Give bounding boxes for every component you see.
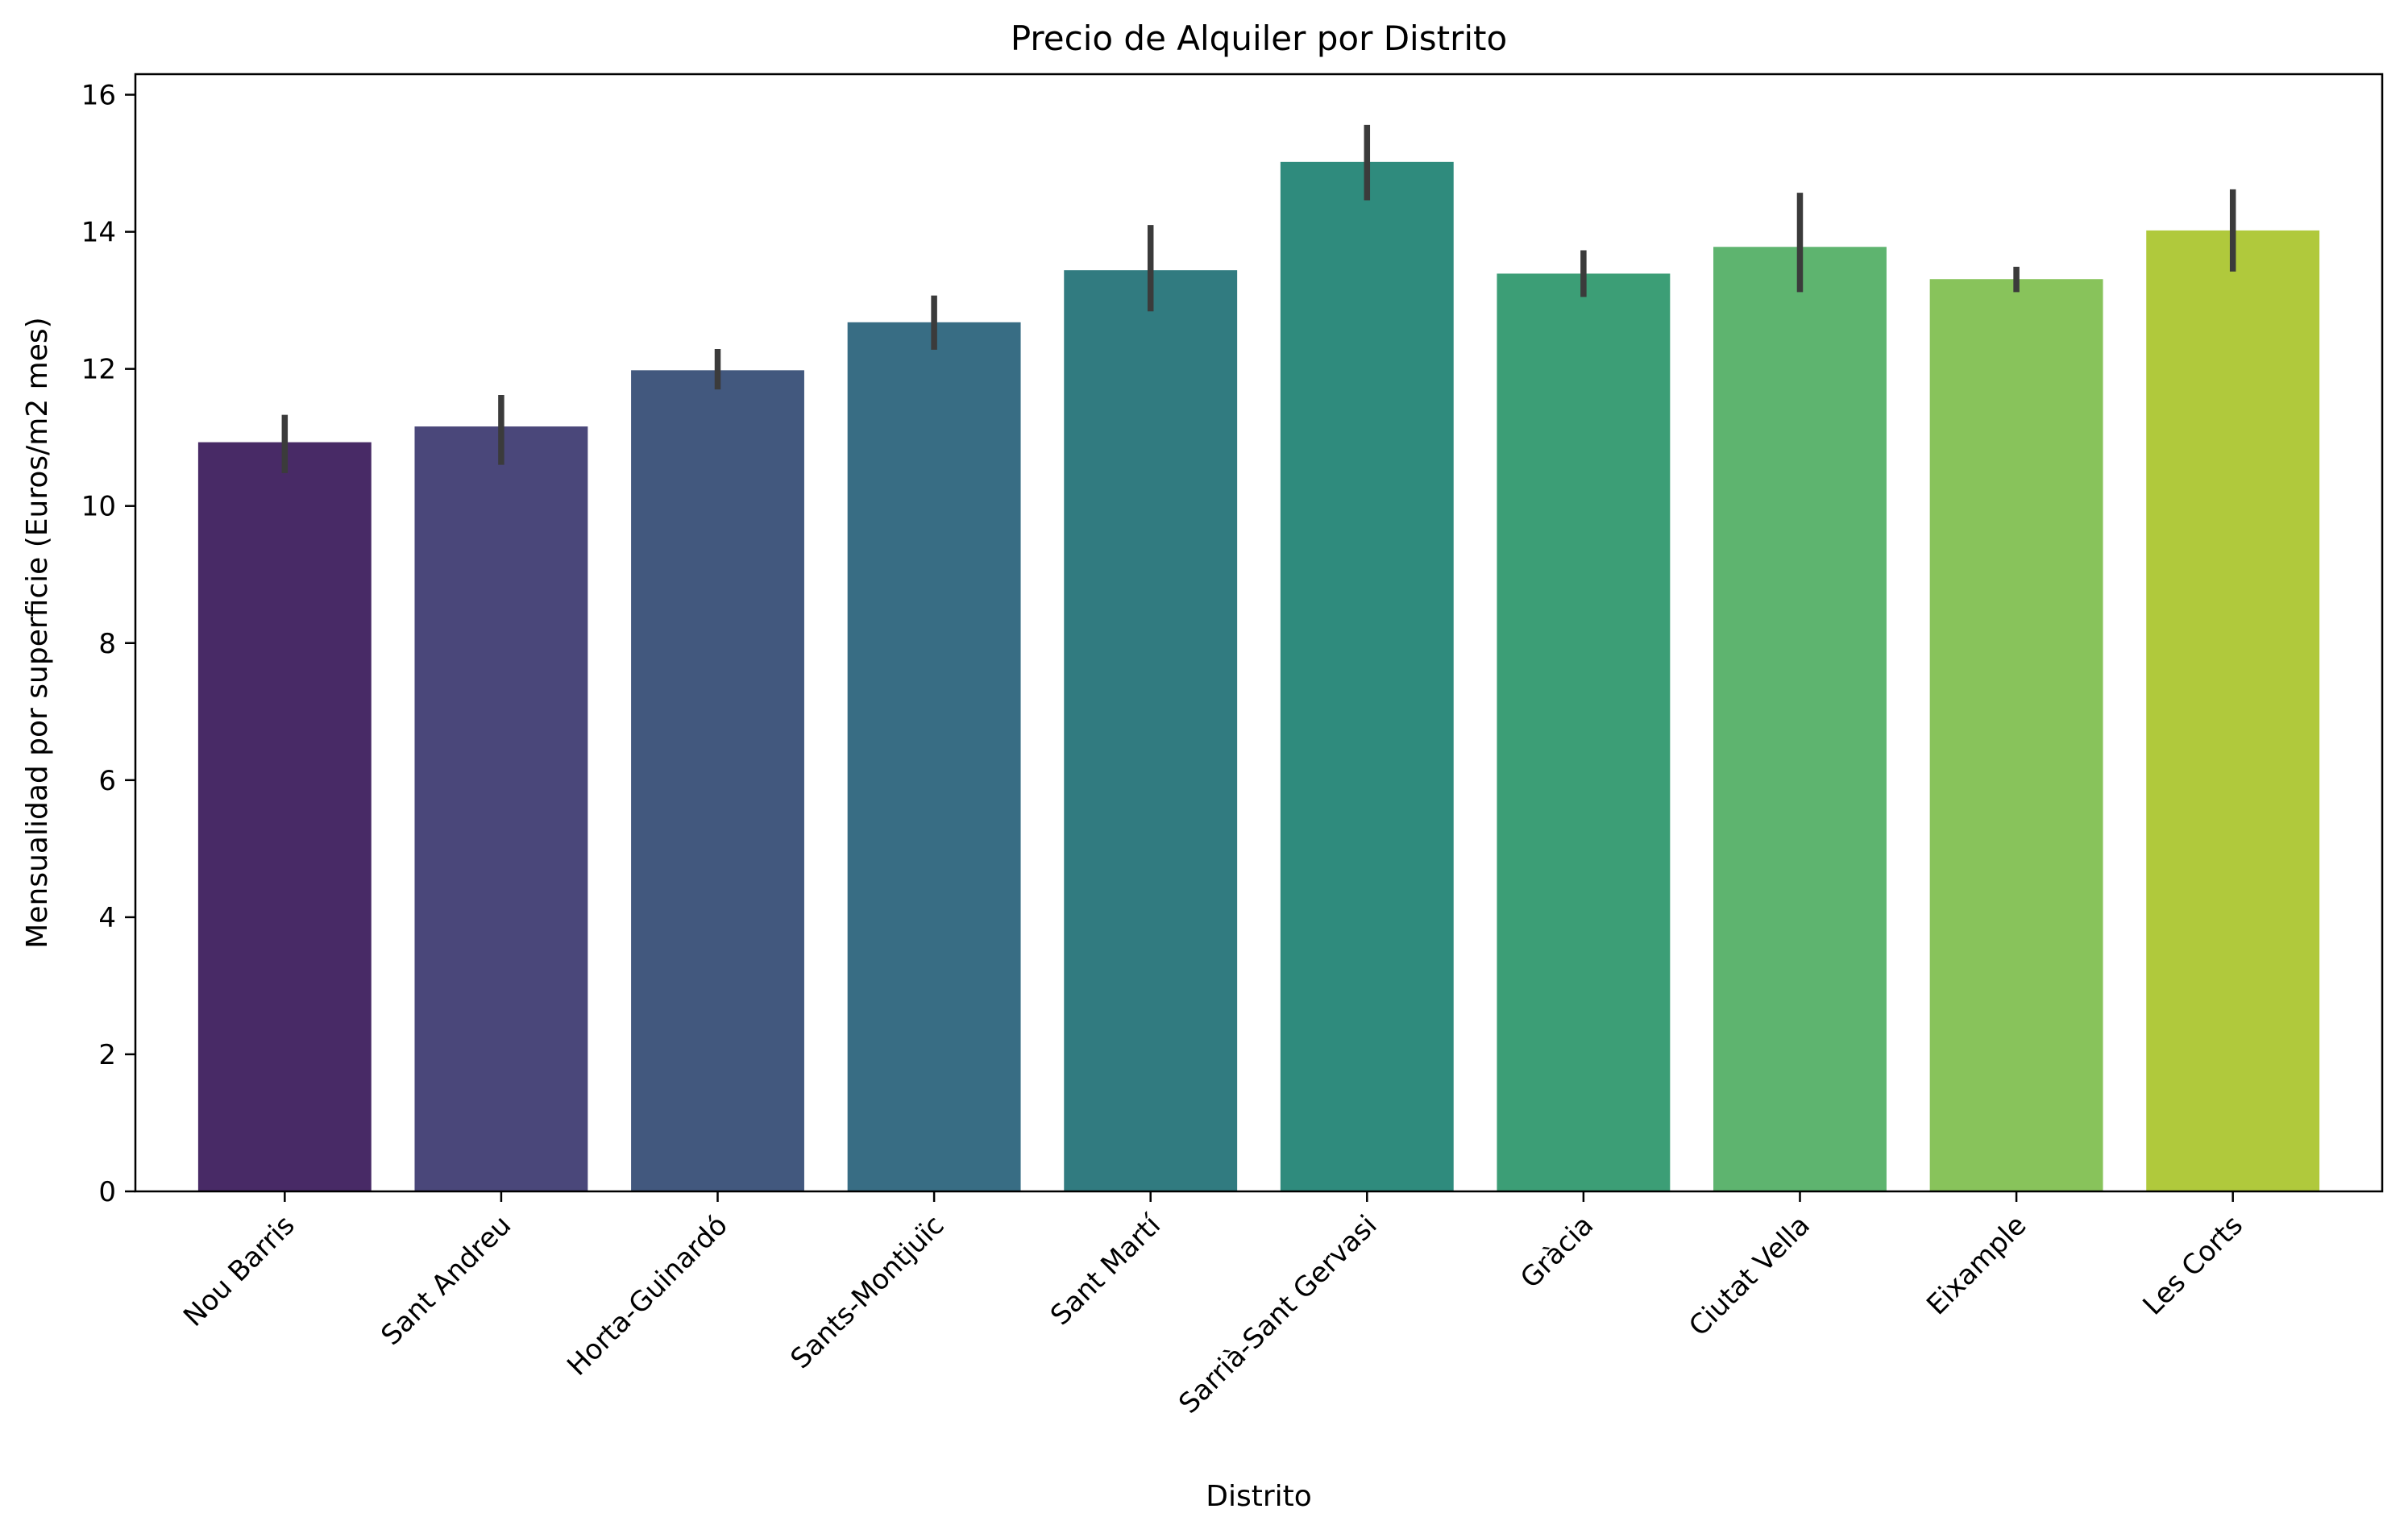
bar-6 [1497, 273, 1671, 1192]
x-tick-label-1: Sant Andreu [375, 1209, 517, 1352]
x-tick-label-3: Sants-Montjuïc [784, 1209, 950, 1375]
x-tick-label-8: Eixample [1920, 1209, 2032, 1321]
x-tick-label-7: Ciutat Vella [1683, 1209, 1816, 1343]
y-axis: 0 2 4 6 8 10 12 14 16 [81, 80, 135, 1208]
y-tick-label-2: 4 [98, 902, 116, 934]
bars-group [197, 161, 2320, 1192]
y-tick-label-5: 10 [81, 491, 116, 523]
chart-title: Precio de Alquiler por Distrito [1011, 19, 1507, 58]
y-tick-label-8: 16 [81, 80, 116, 112]
bar-1 [414, 426, 588, 1191]
bar-9 [2146, 230, 2320, 1192]
y-tick-label-7: 14 [81, 217, 116, 249]
bar-8 [1929, 279, 2103, 1192]
y-tick-label-4: 8 [98, 628, 116, 660]
y-axis-label: Mensualidad por superficie (Euros/m2 mes… [21, 317, 54, 948]
y-tick-label-0: 0 [98, 1176, 116, 1208]
x-tick-label-0: Nou Barris [177, 1209, 301, 1333]
y-tick-label-3: 6 [98, 765, 116, 797]
x-axis: Nou Barris Sant Andreu Horta-Guinardó Sants… [177, 1191, 2249, 1420]
plot-frame [134, 73, 2384, 1193]
bar-2 [631, 370, 804, 1191]
x-tick-label-4: Sant Martí [1044, 1208, 1168, 1332]
x-tick-label-6: Gràcia [1514, 1209, 1600, 1295]
bar-5 [1280, 161, 1454, 1192]
error-bars-group [281, 124, 2236, 473]
y-tick-label-1: 2 [98, 1039, 116, 1071]
y-tick-label-6: 12 [81, 354, 116, 386]
bar-3 [847, 322, 1021, 1191]
x-tick-label-5: Sarrià-Sant Gervasi [1173, 1209, 1383, 1420]
x-axis-label: Distrito [1206, 1480, 1312, 1513]
bar-7 [1713, 247, 1887, 1191]
x-tick-label-9: Les Corts [2136, 1209, 2249, 1322]
x-tick-label-2: Horta-Guinardó [561, 1209, 734, 1382]
bar-0 [197, 442, 372, 1191]
bar-4 [1064, 270, 1238, 1191]
